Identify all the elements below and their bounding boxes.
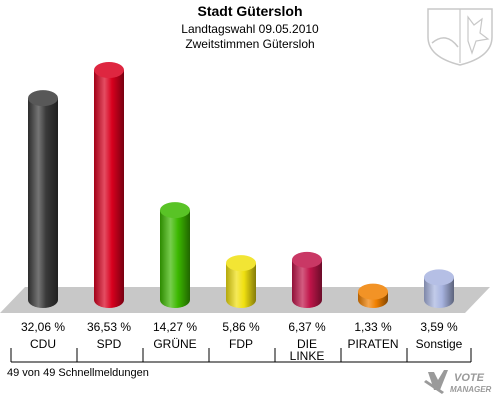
category-label-fdp: FDP — [229, 337, 253, 351]
bar-group — [28, 62, 454, 309]
coat-of-arms-icon — [427, 8, 493, 66]
value-label-grüne: 14,27 % — [153, 320, 197, 334]
value-label-sonstige: 3,59 % — [420, 320, 458, 334]
value-label-spd: 36,53 % — [87, 320, 131, 334]
bar-top-piraten — [358, 283, 388, 300]
votemanager-logo-icon: VOTE MANAGER — [424, 370, 492, 394]
bar-cdu — [28, 98, 58, 309]
bar-top-sonstige — [424, 269, 454, 286]
bar-top-cdu — [28, 90, 58, 107]
bar-sonstige — [424, 277, 454, 308]
category-label-grüne: GRÜNE — [153, 337, 196, 351]
bar-top-fdp — [226, 255, 256, 272]
category-label-spd: SPD — [97, 337, 122, 351]
chart-subtitle-scope: Zweitstimmen Gütersloh — [185, 37, 315, 51]
value-label-die-linke: 6,37 % — [288, 320, 326, 334]
bar-fdp — [226, 263, 256, 308]
category-label-cdu: CDU — [30, 337, 56, 351]
bar-top-grüne — [160, 202, 190, 219]
value-label-fdp: 5,86 % — [222, 320, 260, 334]
category-label-die-linke-1: LINKE — [290, 349, 325, 363]
chart-subtitle-election: Landtagswahl 09.05.2010 — [181, 22, 319, 36]
bar-spd — [94, 70, 124, 308]
bar-top-die-linke — [292, 251, 322, 268]
value-label-piraten: 1,33 % — [354, 320, 392, 334]
logo-text-vote: VOTE — [454, 372, 485, 384]
bar-top-spd — [94, 62, 124, 78]
category-label-piraten: PIRATEN — [347, 337, 398, 351]
category-label-sonstige: Sonstige — [416, 337, 463, 351]
category-label-die-linke-0: DIE — [297, 337, 317, 351]
footer-report-count: 49 von 49 Schnellmeldungen — [7, 367, 149, 379]
bar-grüne — [160, 210, 190, 308]
chart-title: Stadt Gütersloh — [197, 3, 303, 19]
category-axis — [10, 348, 472, 363]
logo-text-manager: MANAGER — [450, 385, 492, 394]
value-label-cdu: 32,06 % — [21, 320, 65, 334]
label-group: 32,06 % CDU 36,53 % SPD 14,27 % GRÜNE 5,86 % FD… — [21, 320, 463, 363]
bar-die-linke — [292, 259, 322, 308]
